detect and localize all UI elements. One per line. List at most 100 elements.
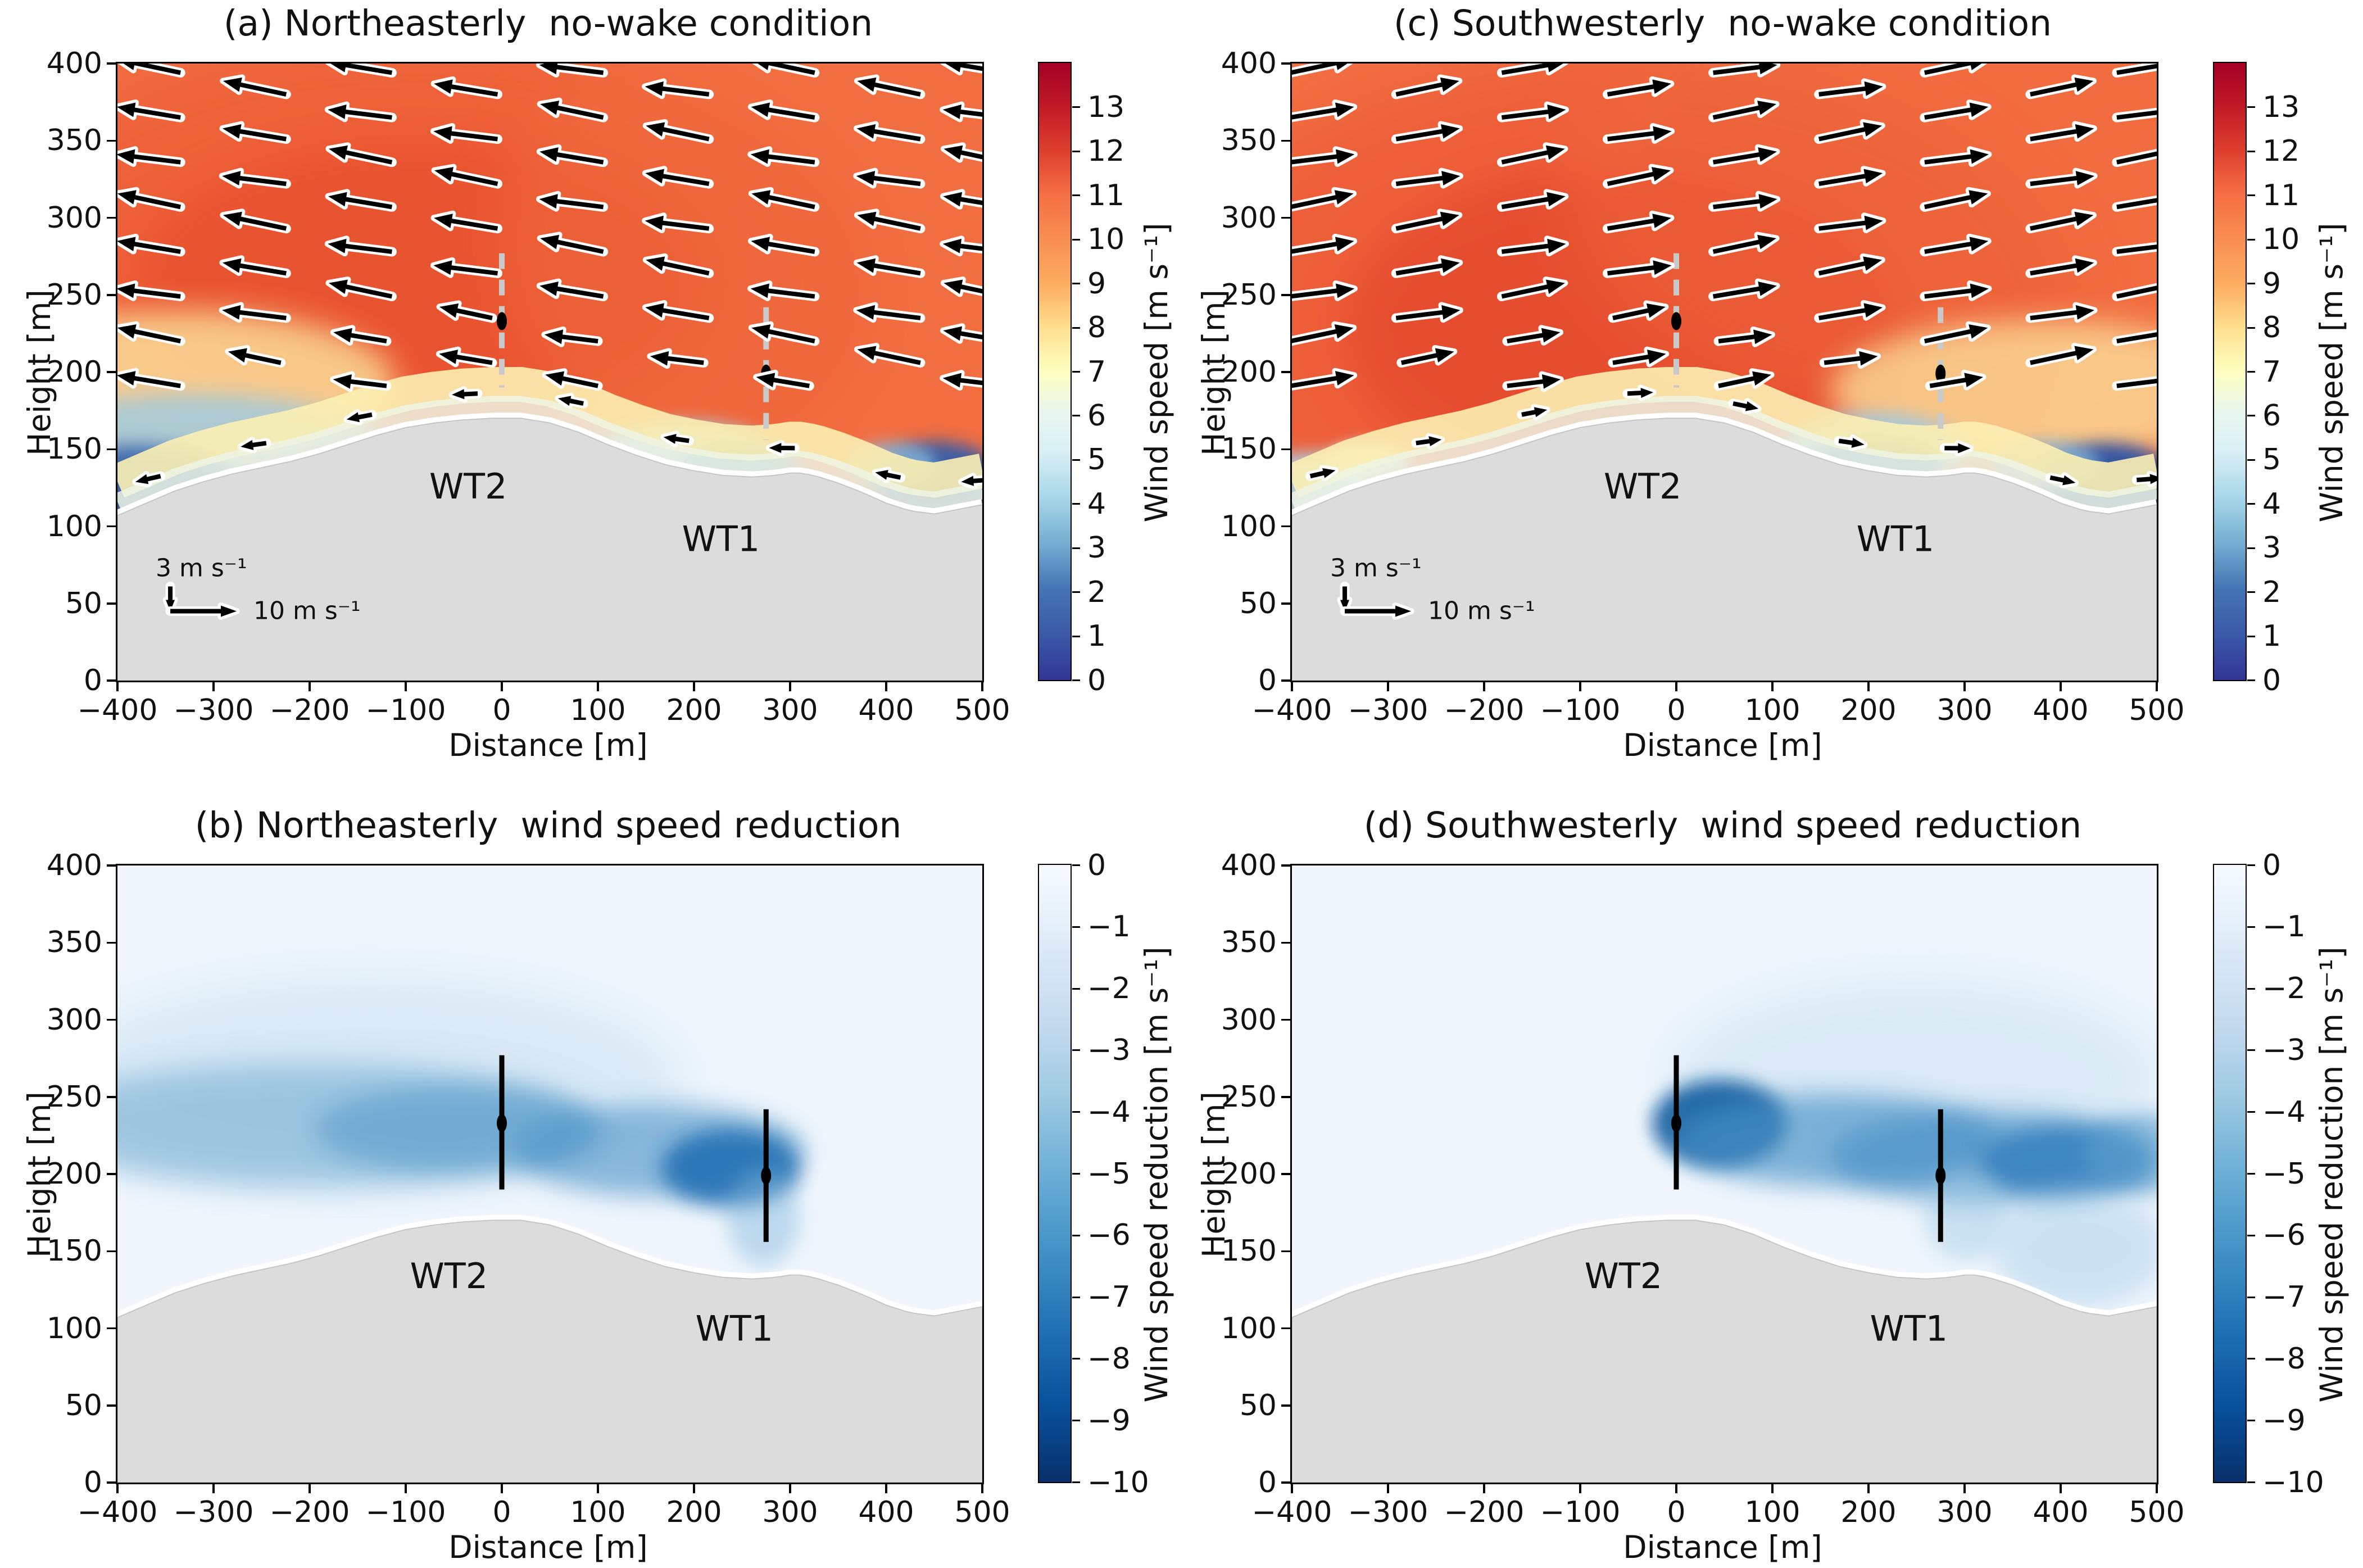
x-tick-label: 0 xyxy=(492,694,511,727)
y-tick-label: 350 xyxy=(46,124,102,158)
y-tick-mark xyxy=(107,941,116,944)
y-tick-mark xyxy=(1281,1250,1290,1252)
colorbar-tick-label: 3 xyxy=(2262,531,2282,565)
colorbar-tick-label: 8 xyxy=(1087,311,1106,345)
y-tick-mark xyxy=(107,1173,116,1175)
y-tick-label: 200 xyxy=(1221,355,1277,389)
colorbar-tick-mark xyxy=(2247,1111,2255,1113)
colorbar-tick-label: −5 xyxy=(1087,1157,1131,1191)
colorbar-tick-label: −8 xyxy=(1087,1342,1131,1376)
y-tick-mark xyxy=(107,371,116,373)
y-tick-mark xyxy=(107,62,116,65)
x-tick-mark xyxy=(981,1484,983,1493)
colorbar-tick-mark xyxy=(2247,327,2255,329)
turbine-label-wt1: WT1 xyxy=(696,1308,774,1349)
y-tick-label: 50 xyxy=(1239,586,1277,620)
y-tick-mark xyxy=(107,1096,116,1098)
y-tick-mark xyxy=(1281,864,1290,867)
colorbar-tick-mark xyxy=(2247,106,2255,108)
colorbar-tick-label: 7 xyxy=(2262,355,2282,389)
colorbar-tick-mark xyxy=(2247,547,2255,549)
panel-c-title: (c) Southwesterly no-wake condition xyxy=(1393,3,2052,44)
x-tick-label: 200 xyxy=(1840,1496,1897,1529)
x-tick-label: 500 xyxy=(954,1496,1010,1529)
x-tick-mark xyxy=(1291,1484,1293,1493)
x-tick-mark xyxy=(212,1484,215,1493)
colorbar-tick-label: 4 xyxy=(1087,487,1106,521)
y-tick-mark xyxy=(1281,1096,1290,1098)
y-tick-mark xyxy=(1281,602,1290,605)
y-tick-mark xyxy=(1281,294,1290,296)
y-tick-mark xyxy=(107,294,116,296)
y-tick-label: 350 xyxy=(46,926,102,960)
colorbar-tick-mark xyxy=(1072,106,1080,108)
colorbar-tick-mark xyxy=(2247,371,2255,373)
colorbar-tick-label: 2 xyxy=(1087,575,1106,609)
colorbar-tick-label: −10 xyxy=(2262,1465,2324,1499)
turbine-label-wt2: WT2 xyxy=(410,1256,488,1297)
x-tick-mark xyxy=(1579,682,1581,691)
x-tick-mark xyxy=(1387,1484,1389,1493)
y-tick-label: 150 xyxy=(1221,432,1277,466)
colorbar-tick-mark xyxy=(2247,150,2255,152)
y-tick-mark xyxy=(1281,1404,1290,1407)
colorbar-tick-mark xyxy=(1072,635,1080,637)
y-tick-label: 400 xyxy=(46,849,102,882)
colorbar-tick-mark xyxy=(2247,1358,2255,1360)
y-tick-label: 150 xyxy=(46,432,102,466)
turbine-hub-dot-wt1 xyxy=(1935,1166,1946,1185)
turbine-label-wt2: WT2 xyxy=(1585,1256,1663,1297)
y-tick-label: 300 xyxy=(46,201,102,235)
colorbar-tick-mark xyxy=(1072,987,1080,990)
colorbar-reduction-b xyxy=(1038,864,1072,1483)
colorbar-tick-mark xyxy=(1072,371,1080,373)
x-tick-label: 300 xyxy=(762,1496,818,1529)
turbine-label-wt1: WT1 xyxy=(1870,1308,1948,1349)
y-tick-label: 100 xyxy=(46,509,102,543)
colorbar-tick-mark xyxy=(2247,459,2255,461)
x-tick-label: −100 xyxy=(365,694,446,727)
terrain-profile xyxy=(117,1220,982,1483)
y-tick-mark xyxy=(107,448,116,450)
x-tick-label: 300 xyxy=(1936,694,1993,727)
y-tick-mark xyxy=(107,1481,116,1484)
colorbar-tick-label: −9 xyxy=(2262,1403,2306,1438)
y-tick-label: 0 xyxy=(83,664,102,697)
colorbar-tick-mark xyxy=(1072,864,1080,866)
x-tick-mark xyxy=(116,682,119,691)
y-tick-mark xyxy=(1281,525,1290,528)
y-tick-label: 250 xyxy=(1221,278,1277,312)
turbine-hub-dot-wt2 xyxy=(1671,312,1681,330)
turbine-label-wt1: WT1 xyxy=(682,518,760,559)
colorbar-tick-label: −4 xyxy=(1087,1095,1131,1129)
colorbar-tick-label: 13 xyxy=(1087,90,1125,124)
panel-b-wake-reduction-northeasterly: WT2 WT1 xyxy=(116,864,984,1484)
y-tick-mark xyxy=(107,1018,116,1021)
x-tick-label: −300 xyxy=(1348,694,1428,727)
x-tick-mark xyxy=(1387,682,1389,691)
y-tick-label: 200 xyxy=(46,1157,102,1191)
colorbar-tick-label: −8 xyxy=(2262,1342,2306,1376)
colorbar-tick-mark xyxy=(2247,503,2255,505)
turbine-hub-dot-wt2 xyxy=(497,1114,507,1132)
colorbar-tick-mark xyxy=(1072,1420,1080,1422)
x-tick-label: 200 xyxy=(1840,694,1897,727)
colorbar-tick-mark xyxy=(1072,283,1080,285)
colorbar-tick-mark xyxy=(1072,327,1080,329)
x-tick-mark xyxy=(2156,1484,2158,1493)
y-tick-mark xyxy=(1281,1173,1290,1175)
panel-d-wake-reduction-southwesterly: WT2 WT1 xyxy=(1290,864,2158,1484)
y-tick-label: 50 xyxy=(1239,1388,1277,1422)
quiver-key-vertical-label: 3 m s⁻¹ xyxy=(1330,554,1422,582)
colorbar-tick-label: −3 xyxy=(2262,1033,2306,1067)
colorbar-tick-label: 9 xyxy=(2262,266,2282,301)
y-tick-mark xyxy=(1281,62,1290,65)
y-tick-label: 200 xyxy=(1221,1157,1277,1191)
colorbar-tick-label: −2 xyxy=(2262,972,2306,1006)
y-tick-mark xyxy=(107,1327,116,1330)
colorbar-tick-mark xyxy=(1072,679,1080,681)
y-tick-label: 0 xyxy=(83,1466,102,1499)
colorbar-tick-label: 0 xyxy=(1087,663,1106,697)
colorbar-tick-label: 10 xyxy=(1087,223,1125,257)
colorbar-tick-label: 0 xyxy=(2262,848,2282,882)
